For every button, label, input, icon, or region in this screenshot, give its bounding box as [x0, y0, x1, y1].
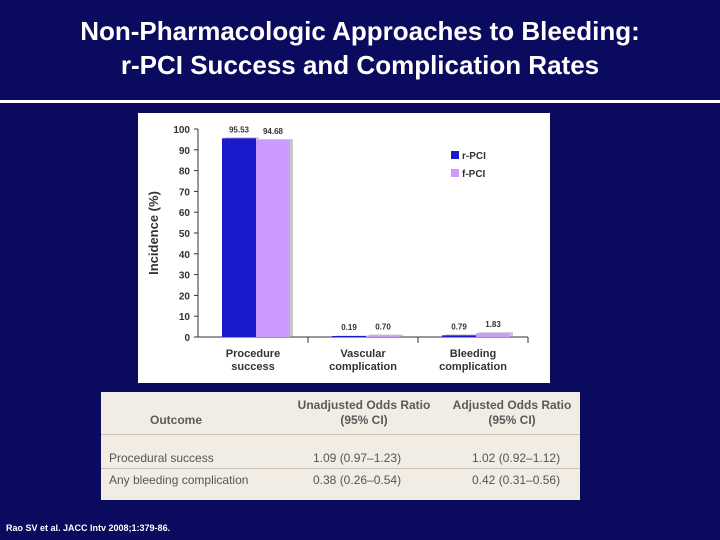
header-unadjusted-line1: Unadjusted Odds Ratio	[297, 398, 431, 412]
bar-chart: Incidence (%) 0 10 20 30 40 50 60 70 80 90 100 95.53…	[146, 125, 529, 373]
bar-shadow	[445, 334, 479, 336]
data-label: 94.68	[263, 127, 284, 136]
y-axis-label: Incidence (%)	[146, 191, 161, 275]
category-label: Bleeding	[450, 348, 496, 360]
header-outcome: Outcome	[149, 413, 202, 427]
odds-ratio-table: Outcome Unadjusted Odds Ratio (95% CI) A…	[101, 392, 580, 500]
bar-chart-panel: Incidence (%) 0 10 20 30 40 50 60 70 80 90 100 95.53…	[138, 113, 550, 383]
row-adjusted: 0.42 (0.31–0.56)	[472, 473, 561, 487]
header-unadjusted-line2: (95% CI)	[340, 413, 388, 427]
data-label: 95.53	[229, 125, 250, 134]
y-tick-label: 50	[179, 229, 191, 240]
category-label: success	[231, 361, 274, 373]
y-tick-label: 60	[179, 208, 191, 219]
category-label: Procedure	[226, 348, 280, 360]
y-tick-label: 70	[179, 187, 191, 198]
bar-r-pci	[222, 138, 256, 337]
y-tick-label: 20	[179, 291, 191, 302]
bar-r-pci	[442, 335, 476, 337]
data-label: 0.79	[451, 322, 467, 331]
y-tick-label: 30	[179, 271, 191, 282]
title-line-2: r-PCI Success and Complication Rates	[120, 50, 600, 80]
bar-f-pci	[366, 335, 400, 337]
title-divider	[0, 100, 720, 103]
y-tick-label: 40	[179, 250, 191, 261]
bar-shadow	[369, 334, 403, 336]
row-adjusted: 1.02 (0.92–1.12)	[472, 451, 561, 465]
data-label: 0.70	[375, 323, 391, 332]
bar-r-pci	[332, 336, 366, 337]
category-label: complication	[439, 361, 507, 373]
bar-f-pci	[476, 333, 510, 337]
slide-title: Non-Pharmacologic Approaches to Bleeding…	[0, 14, 720, 82]
category-label: complication	[329, 361, 397, 373]
citation: Rao SV et al. JACC Intv 2008;1:379-86.	[6, 523, 171, 533]
header-adjusted-line2: (95% CI)	[488, 413, 536, 427]
y-tick-label: 0	[184, 333, 190, 344]
legend-swatch	[451, 169, 459, 177]
category-label: Vascular	[340, 348, 386, 360]
data-label: 0.19	[341, 323, 357, 332]
legend-swatch	[451, 151, 459, 159]
row-unadjusted: 0.38 (0.26–0.54)	[313, 473, 402, 487]
data-label: 1.83	[485, 320, 501, 329]
table-row: Procedural success 1.09 (0.97–1.23) 1.02…	[101, 447, 580, 469]
row-divider	[101, 468, 580, 469]
legend-label: f-PCI	[462, 169, 486, 180]
table-header: Outcome Unadjusted Odds Ratio (95% CI) A…	[101, 392, 580, 435]
legend-label: r-PCI	[462, 151, 486, 162]
header-adjusted-line1: Adjusted Odds Ratio	[452, 398, 572, 412]
y-tick-label: 80	[179, 167, 191, 178]
bar-f-pci	[256, 140, 290, 337]
row-unadjusted: 1.09 (0.97–1.23)	[313, 451, 402, 465]
title-line-1: Non-Pharmacologic Approaches to Bleeding…	[80, 16, 640, 46]
row-outcome: Any bleeding complication	[109, 473, 249, 487]
y-tick-label: 90	[179, 146, 191, 157]
y-tick-label: 10	[179, 312, 191, 323]
y-tick-label: 100	[173, 125, 190, 136]
table-row: Any bleeding complication 0.38 (0.26–0.5…	[101, 469, 580, 491]
header-unadjusted: Unadjusted Odds Ratio (95% CI)	[279, 398, 449, 428]
row-outcome: Procedural success	[109, 451, 214, 465]
header-adjusted: Adjusted Odds Ratio (95% CI)	[444, 398, 580, 428]
